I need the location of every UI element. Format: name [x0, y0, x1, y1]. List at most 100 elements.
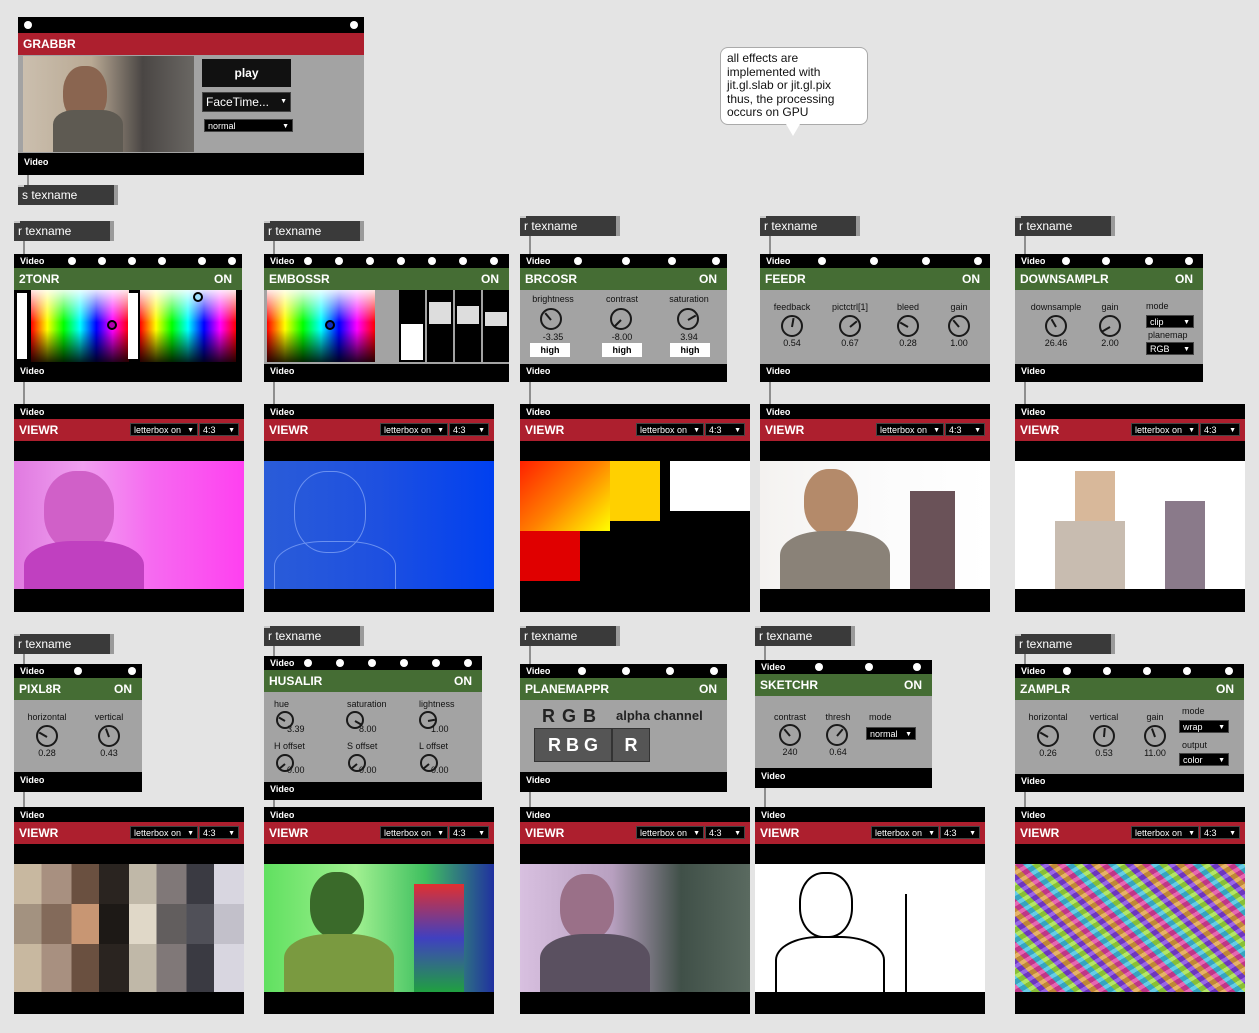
param-inlet[interactable] [336, 659, 344, 667]
horizontal-knob[interactable] [36, 725, 58, 747]
param-inlet[interactable] [397, 257, 405, 265]
color2-handle[interactable] [193, 292, 203, 302]
output-select[interactable]: color [1179, 753, 1229, 767]
param-inlet[interactable] [668, 257, 676, 265]
param-inlet[interactable] [428, 257, 436, 265]
grabbr-inlet-right[interactable] [350, 21, 358, 29]
letterbox-select[interactable]: letterbox on [636, 423, 704, 437]
param-inlet[interactable] [574, 257, 582, 265]
param-inlet[interactable] [459, 257, 467, 265]
receive-texname[interactable]: r texname [264, 221, 364, 241]
aspect-select[interactable]: 4:3 [945, 423, 985, 437]
aspect-select[interactable]: 4:3 [449, 826, 489, 840]
l-offset-knob[interactable] [420, 754, 438, 772]
param-inlet[interactable] [578, 667, 586, 675]
receive-texname[interactable]: r texname [520, 216, 620, 236]
brcosr-on-toggle[interactable]: ON [699, 272, 717, 286]
play-button[interactable]: play [202, 59, 291, 87]
device-select[interactable]: FaceTime... [202, 92, 291, 112]
contrast-high-button[interactable]: high [602, 343, 642, 357]
letterbox-select[interactable]: letterbox on [1131, 826, 1199, 840]
param-inlet[interactable] [913, 663, 921, 671]
plane-map-select[interactable]: R B G [534, 728, 612, 762]
param-inlet[interactable] [432, 659, 440, 667]
h-offset-knob[interactable] [276, 754, 294, 772]
param-inlet[interactable] [68, 257, 76, 265]
receive-texname[interactable]: r texname [1015, 216, 1115, 236]
param-inlet[interactable] [1143, 667, 1151, 675]
feedr-on-toggle[interactable]: ON [962, 272, 980, 286]
emboss-color-picker[interactable] [267, 290, 375, 362]
aspect-select[interactable]: 4:3 [705, 423, 745, 437]
mode-select[interactable]: normal [204, 119, 293, 133]
param-inlet[interactable] [198, 257, 206, 265]
receive-texname[interactable]: r texname [755, 626, 855, 646]
emboss-slider-2[interactable] [427, 290, 453, 362]
param-inlet[interactable] [815, 663, 823, 671]
param-inlet[interactable] [1185, 257, 1193, 265]
param-inlet[interactable] [922, 257, 930, 265]
z-gain-knob[interactable] [1144, 725, 1166, 747]
param-inlet[interactable] [74, 667, 82, 675]
grabbr-inlet[interactable] [24, 21, 32, 29]
mode-select[interactable]: clip [1146, 315, 1194, 329]
emboss-slider-1[interactable] [399, 290, 425, 362]
param-inlet[interactable] [228, 257, 236, 265]
param-inlet[interactable] [712, 257, 720, 265]
saturation-high-button[interactable]: high [670, 343, 710, 357]
param-inlet[interactable] [622, 667, 630, 675]
receive-texname[interactable]: r texname [14, 634, 114, 654]
hue-knob[interactable] [276, 711, 294, 729]
param-inlet[interactable] [1062, 257, 1070, 265]
letterbox-select[interactable]: letterbox on [636, 826, 704, 840]
param-inlet[interactable] [304, 659, 312, 667]
alpha-map-select[interactable]: R [612, 728, 650, 762]
param-inlet[interactable] [710, 667, 718, 675]
letterbox-select[interactable]: letterbox on [876, 423, 944, 437]
receive-texname[interactable]: r texname [520, 626, 620, 646]
receive-texname[interactable]: r texname [1015, 634, 1115, 654]
contrast-knob[interactable] [610, 308, 632, 330]
letterbox-select[interactable]: letterbox on [380, 826, 448, 840]
aspect-select[interactable]: 4:3 [449, 423, 489, 437]
param-inlet[interactable] [818, 257, 826, 265]
color1-slider[interactable] [17, 293, 27, 359]
s-offset-knob[interactable] [348, 754, 366, 772]
z-vertical-knob[interactable] [1093, 725, 1115, 747]
downsample-knob[interactable] [1045, 315, 1067, 337]
hs-saturation-knob[interactable] [346, 711, 364, 729]
color2-slider[interactable] [128, 293, 138, 359]
param-inlet[interactable] [666, 667, 674, 675]
z-horizontal-knob[interactable] [1037, 725, 1059, 747]
receive-texname[interactable]: r texname [760, 216, 860, 236]
aspect-select[interactable]: 4:3 [940, 826, 980, 840]
letterbox-select[interactable]: letterbox on [871, 826, 939, 840]
param-inlet[interactable] [368, 659, 376, 667]
param-inlet[interactable] [1102, 257, 1110, 265]
param-inlet[interactable] [335, 257, 343, 265]
param-inlet[interactable] [304, 257, 312, 265]
saturation-knob[interactable] [677, 308, 699, 330]
param-inlet[interactable] [400, 659, 408, 667]
pixl8r-on-toggle[interactable]: ON [114, 682, 132, 696]
lightness-knob[interactable] [419, 711, 437, 729]
embossr-on-toggle[interactable]: ON [481, 272, 499, 286]
brightness-high-button[interactable]: high [530, 343, 570, 357]
brightness-knob[interactable] [540, 308, 562, 330]
ds-gain-knob[interactable] [1099, 315, 1121, 337]
aspect-select[interactable]: 4:3 [1200, 826, 1240, 840]
param-inlet[interactable] [1183, 667, 1191, 675]
aspect-select[interactable]: 4:3 [199, 423, 239, 437]
downsamplr-on-toggle[interactable]: ON [1175, 272, 1193, 286]
tonr-on-toggle[interactable]: ON [214, 272, 232, 286]
z-mode-select[interactable]: wrap [1179, 720, 1229, 734]
feedback-knob[interactable] [781, 315, 803, 337]
emboss-slider-4[interactable] [483, 290, 509, 362]
color2-picker[interactable] [140, 290, 236, 362]
param-inlet[interactable] [1063, 667, 1071, 675]
vertical-knob[interactable] [98, 725, 120, 747]
bleed-knob[interactable] [897, 315, 919, 337]
letterbox-select[interactable]: letterbox on [1131, 423, 1199, 437]
param-inlet[interactable] [128, 667, 136, 675]
pictctrl-knob[interactable] [839, 315, 861, 337]
